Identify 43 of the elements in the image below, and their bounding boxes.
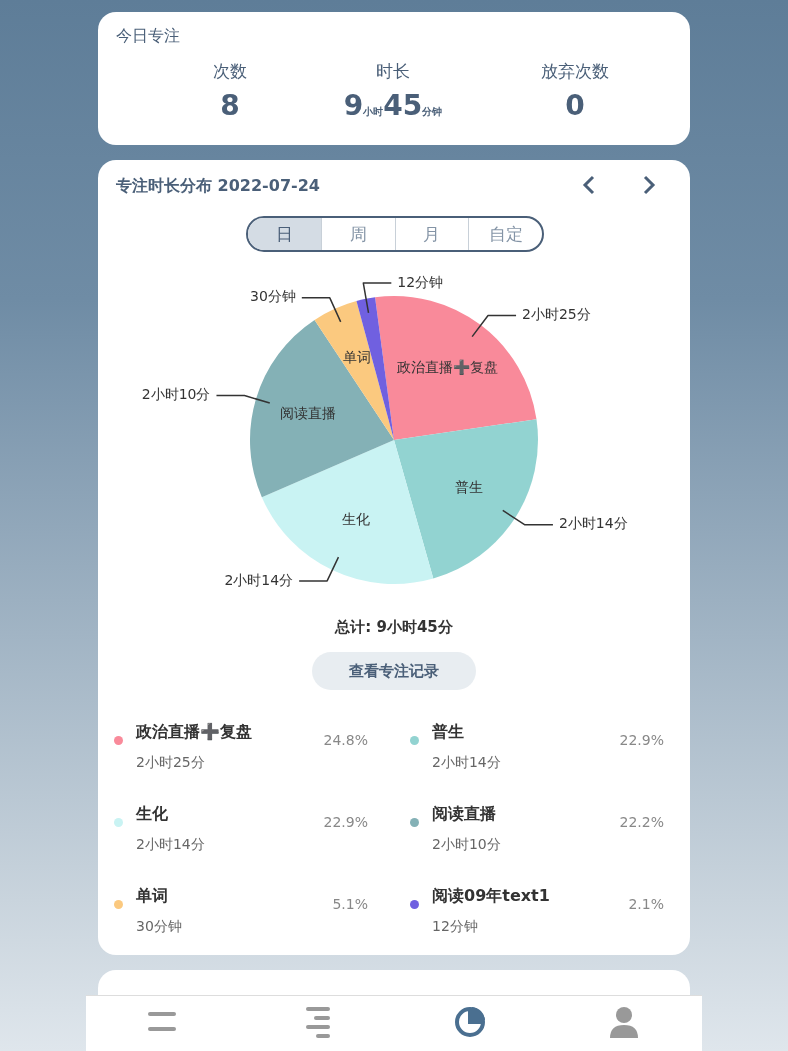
text: 2小时25分 (136, 754, 205, 770)
text: 今日专注 (116, 26, 180, 47)
data-label: 5.1% (332, 896, 368, 912)
text: 2小时10分 (432, 836, 501, 852)
text: 查看专注记录 (312, 652, 476, 690)
text: 2小时10分 (141, 386, 211, 403)
data-label: 22.2% (619, 814, 664, 830)
text: 2小时14分 (224, 571, 294, 588)
slice-label: 政治直播➕复盘 (397, 359, 499, 377)
legend-label: 生化 (136, 804, 168, 825)
text: 总计: 9小时45分 (333, 618, 454, 637)
slice-label: 单词 (343, 349, 372, 366)
text: 2小时14分 (432, 754, 501, 770)
text: 30分钟 (249, 288, 296, 305)
text: 2小时25分 (522, 306, 591, 323)
legend-label: 阅读09年text1 (432, 886, 550, 907)
legend-label: 阅读直播 (432, 804, 496, 825)
text: 2小时14分 (558, 515, 628, 532)
data-label: 24.8% (323, 732, 368, 748)
data-label: 22.9% (619, 732, 664, 748)
legend-label: 政治直播➕复盘 (136, 722, 252, 743)
text: 时长 (375, 60, 411, 83)
text: 9小时45分钟 (343, 89, 443, 122)
text: 2小时14分 (136, 836, 205, 852)
chart-title: 专注时长分布 2022-07-24 (116, 176, 320, 197)
text: 30分钟 (136, 918, 182, 934)
text: 月 (394, 218, 469, 250)
data-label: 22.9% (323, 814, 368, 830)
text: 12分钟 (397, 273, 444, 290)
legend-label: 普生 (432, 722, 464, 743)
text: 0 (564, 89, 586, 122)
slice-label: 阅读直播 (280, 405, 337, 422)
slice-label: 生化 (341, 511, 370, 528)
text: 12分钟 (432, 918, 478, 934)
text: 8 (219, 89, 241, 122)
legend-label: 单词 (136, 886, 168, 907)
text: 自定 (468, 218, 542, 250)
slice-label: 普生 (454, 479, 483, 496)
text: 日 (248, 218, 321, 250)
text: 放弃次数 (540, 60, 610, 83)
data-label: 2.1% (628, 896, 664, 912)
text: 周 (320, 218, 395, 250)
text: 次数 (212, 60, 248, 83)
